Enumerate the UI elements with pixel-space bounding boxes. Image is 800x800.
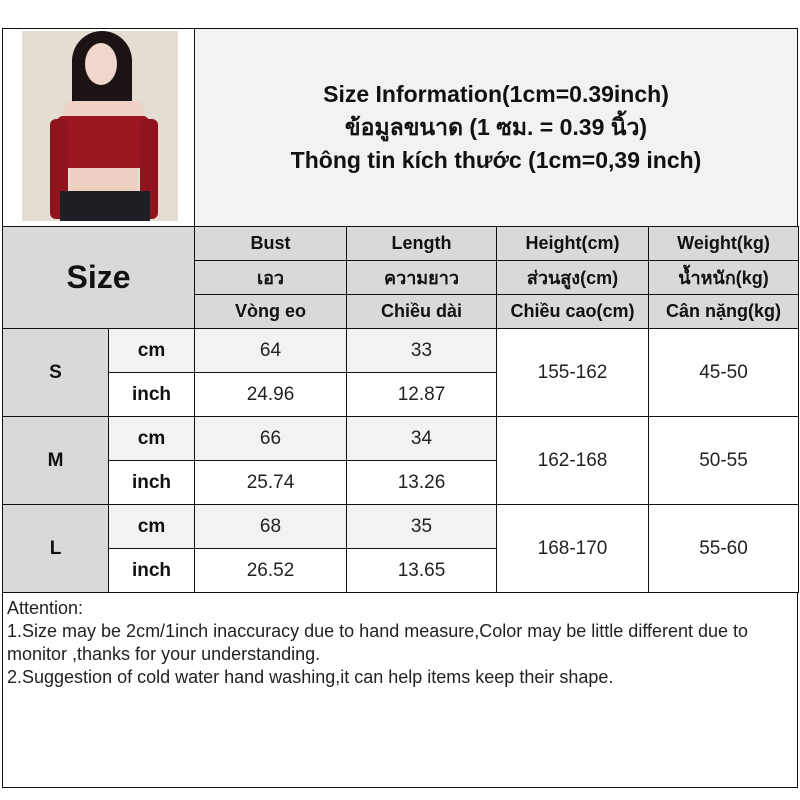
column-header: Chiều dài [346,294,497,329]
length-value: 34 [346,416,497,461]
unit-label: inch [108,460,195,505]
column-header: Weight(kg) [648,226,799,261]
length-value: 35 [346,504,497,549]
attention-note-2: 2.Suggestion of cold water hand washing,… [7,667,614,687]
title-vi: Thông tin kích thước (1cm=0,39 inch) [290,147,702,173]
attention-note-1: 1.Size may be 2cm/1inch inaccuracy due t… [7,621,749,664]
column-header: Chiều cao(cm) [496,294,649,329]
unit-label: cm [108,416,195,461]
column-header: Vòng eo [194,294,347,329]
size-label: M [2,416,109,505]
height-value: 162-168 [496,416,649,505]
attention-notes: Attention: 1.Size may be 2cm/1inch inacc… [2,592,798,788]
length-value: 13.65 [346,548,497,593]
product-photo [22,31,178,221]
weight-value: 45-50 [648,328,799,417]
length-value: 12.87 [346,372,497,417]
column-header: น้ำหนัก(kg) [648,260,799,295]
column-header: Cân nặng(kg) [648,294,799,329]
column-header: ส่วนสูง(cm) [496,260,649,295]
weight-value: 50-55 [648,416,799,505]
bust-value: 25.74 [194,460,347,505]
column-header: Length [346,226,497,261]
length-value: 33 [346,328,497,373]
bust-value: 24.96 [194,372,347,417]
size-info-title: Size Information(1cm=0.39inch) ข้อมูลขนา… [194,28,798,227]
column-header: Bust [194,226,347,261]
bust-value: 64 [194,328,347,373]
title-en: Size Information(1cm=0.39inch) [323,81,669,107]
height-value: 155-162 [496,328,649,417]
height-value: 168-170 [496,504,649,593]
column-header: เอว [194,260,347,295]
size-label: S [2,328,109,417]
unit-label: inch [108,548,195,593]
unit-label: inch [108,372,195,417]
size-header: Size [2,226,195,329]
column-header: Height(cm) [496,226,649,261]
unit-label: cm [108,504,195,549]
column-header: ความยาว [346,260,497,295]
length-value: 13.26 [346,460,497,505]
title-th: ข้อมูลขนาด (1 ซม. = 0.39 นิ้ว) [344,114,648,140]
unit-label: cm [108,328,195,373]
bust-value: 66 [194,416,347,461]
weight-value: 55-60 [648,504,799,593]
bust-value: 68 [194,504,347,549]
bust-value: 26.52 [194,548,347,593]
size-label: L [2,504,109,593]
attention-title: Attention: [7,598,84,618]
